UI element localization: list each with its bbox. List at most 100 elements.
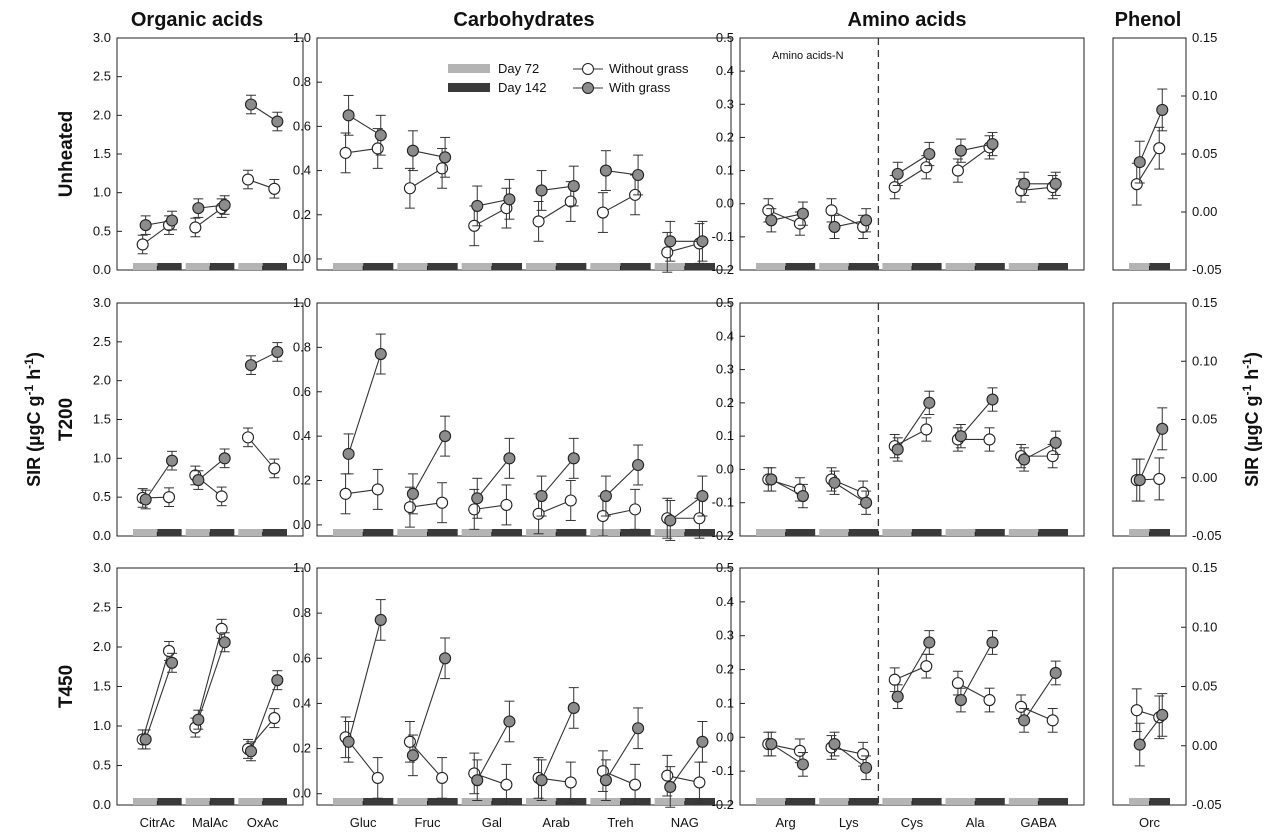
day72-bar (238, 798, 263, 805)
with-grass-point (664, 514, 677, 527)
y-tick-label: -0.2 (712, 528, 734, 543)
panel-r1-c1: 0.0 0.2 0.4 0.6 0.8 1.0 (293, 295, 732, 541)
y-tick-label: 0.00 (1192, 470, 1217, 485)
with-grass-point (796, 207, 809, 220)
with-grass-point (503, 452, 516, 465)
panel-frame (316, 567, 732, 806)
legend-day142-swatch (448, 83, 490, 92)
without-grass-point (983, 693, 996, 707)
with-grass-line (476, 457, 510, 499)
without-grass-point (241, 173, 255, 186)
panel-r0-c2: -0.2 -0.1 0.0 0.1 0.2 0.3 0.4 0.5 Amino acids-N (712, 30, 1085, 277)
with-grass-point (696, 235, 709, 248)
y-tick-label: 0.1 (716, 695, 734, 710)
y-tick-label: 1.5 (93, 679, 111, 694)
day72-bar (526, 798, 557, 805)
y-tick-label: -0.2 (712, 797, 734, 812)
day72-bar (1129, 263, 1150, 270)
day142-bar (785, 263, 816, 270)
with-grass-point (165, 454, 179, 467)
with-grass-point (192, 713, 205, 726)
panel-r1-c2: -0.2 -0.1 0.0 0.1 0.2 0.3 0.4 0.5 (712, 295, 1085, 543)
y-tick-label: 0.0 (716, 461, 734, 476)
with-grass-point (165, 656, 179, 669)
category-label: MalAc (192, 815, 229, 830)
without-grass-point (436, 771, 449, 784)
day142-bar (157, 798, 182, 805)
with-grass-point (406, 749, 419, 762)
day72-bar (133, 798, 158, 805)
category-label: Cys (901, 815, 924, 830)
with-grass-point (218, 452, 231, 465)
without-grass-point (564, 776, 577, 789)
with-grass-point (567, 701, 580, 714)
with-grass-point (765, 473, 778, 486)
without-grass-point (403, 735, 416, 748)
day72-bar (590, 529, 621, 536)
legend-with-marker (582, 82, 594, 94)
with-grass-point (1049, 666, 1062, 680)
without-grass-point (951, 164, 964, 177)
y-tick-label: -0.05 (1192, 797, 1222, 812)
day142-bar (848, 798, 879, 805)
without-grass-point (888, 181, 901, 194)
y-tick-label: 0.5 (716, 560, 734, 575)
without-grass-point (532, 507, 545, 520)
day142-bar (363, 798, 394, 805)
panel-frame (316, 37, 732, 271)
with-grass-point (632, 722, 645, 735)
y-tick-label: 0.00 (1192, 738, 1217, 753)
y-tick-label: 0.0 (716, 729, 734, 744)
group-title: Organic acids (131, 9, 263, 31)
day142-bar (556, 529, 587, 536)
day72-bar (461, 263, 492, 270)
with-grass-point (860, 214, 873, 227)
with-grass-line (1139, 714, 1163, 745)
with-grass-line (669, 741, 703, 788)
without-grass-point (793, 744, 806, 757)
day142-bar (157, 263, 182, 270)
row-title: Unheated (56, 111, 77, 198)
day72-bar (819, 263, 849, 270)
with-grass-point (599, 164, 612, 177)
day72-bar (1008, 529, 1039, 536)
day72-bar (882, 529, 912, 536)
without-grass-point (371, 483, 384, 496)
without-grass-point (268, 182, 281, 195)
y-tick-label: -0.05 (1192, 262, 1222, 277)
with-grass-point (954, 693, 967, 707)
without-grass-line (1136, 147, 1160, 185)
without-grass-line (194, 628, 223, 728)
without-grass-point (436, 162, 449, 175)
with-grass-point (1156, 103, 1169, 116)
without-grass-point (162, 491, 176, 504)
y-tick-label: 0.0 (93, 262, 111, 277)
with-grass-line (897, 402, 930, 450)
y-tick-label: 1.0 (293, 295, 311, 310)
with-grass-point (271, 345, 284, 358)
legend-without-marker (582, 63, 594, 75)
panel-frame (739, 37, 1085, 271)
day142-bar (1038, 529, 1068, 536)
without-grass-line (894, 166, 927, 188)
without-grass-point (1046, 450, 1059, 463)
y-tick-label: 0.0 (93, 797, 111, 812)
without-grass-point (983, 433, 996, 446)
y-axis-label-left: SIR (µgC g-1 h-1) (22, 352, 44, 487)
with-grass-point (374, 347, 387, 361)
day142-bar (427, 529, 458, 536)
day72-bar (756, 263, 786, 270)
with-grass-point (696, 735, 709, 748)
with-grass-point (828, 220, 841, 233)
panel-r0-c0: 0.0 0.5 1.0 1.5 2.0 2.5 3.0 (93, 30, 304, 277)
with-grass-point (244, 98, 258, 111)
without-grass-line (247, 437, 275, 469)
without-grass-point (564, 195, 577, 208)
with-grass-line (897, 642, 930, 697)
y-tick-label: 0.6 (293, 118, 311, 133)
day72-bar (133, 529, 158, 536)
y-tick-label: 0.00 (1192, 204, 1217, 219)
without-grass-point (268, 462, 281, 475)
panel-frame (1112, 302, 1187, 537)
y-tick-label: 3.0 (93, 30, 111, 45)
